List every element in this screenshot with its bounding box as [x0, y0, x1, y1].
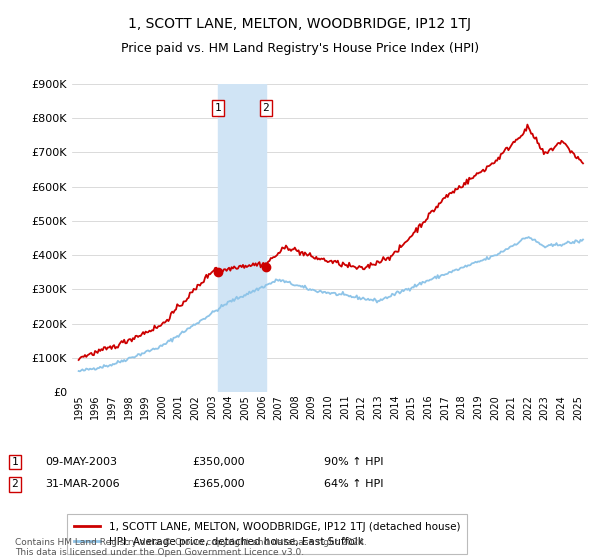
Text: 1: 1: [11, 457, 19, 467]
Text: 64% ↑ HPI: 64% ↑ HPI: [324, 479, 383, 489]
Legend: 1, SCOTT LANE, MELTON, WOODBRIDGE, IP12 1TJ (detached house), HPI: Average price: 1, SCOTT LANE, MELTON, WOODBRIDGE, IP12 …: [67, 514, 467, 554]
Text: 31-MAR-2006: 31-MAR-2006: [45, 479, 119, 489]
Text: 1, SCOTT LANE, MELTON, WOODBRIDGE, IP12 1TJ: 1, SCOTT LANE, MELTON, WOODBRIDGE, IP12 …: [128, 17, 472, 31]
Text: Price paid vs. HM Land Registry's House Price Index (HPI): Price paid vs. HM Land Registry's House …: [121, 42, 479, 55]
Text: £365,000: £365,000: [192, 479, 245, 489]
Text: 90% ↑ HPI: 90% ↑ HPI: [324, 457, 383, 467]
Text: 09-MAY-2003: 09-MAY-2003: [45, 457, 117, 467]
Text: 1: 1: [214, 103, 221, 113]
Text: 2: 2: [263, 103, 269, 113]
Text: 2: 2: [11, 479, 19, 489]
Text: £350,000: £350,000: [192, 457, 245, 467]
Text: Contains HM Land Registry data © Crown copyright and database right 2024.
This d: Contains HM Land Registry data © Crown c…: [15, 538, 367, 557]
Bar: [218, 84, 266, 392]
